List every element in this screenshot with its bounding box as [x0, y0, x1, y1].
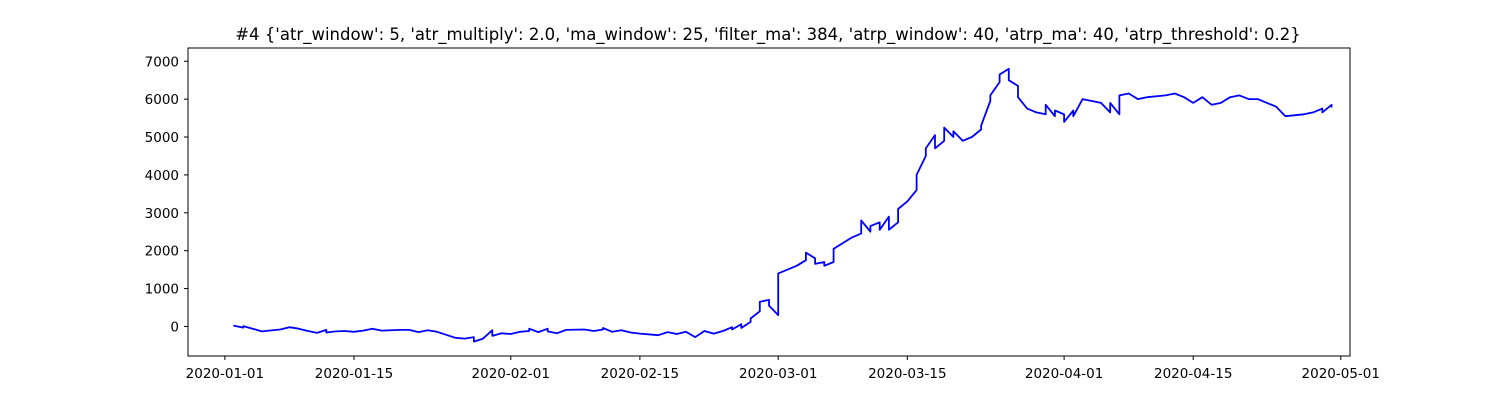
- plot-area-frame: [187, 47, 1351, 357]
- y-tick-label: 3000: [145, 206, 179, 222]
- y-tick-label: 2000: [145, 244, 179, 260]
- chart-title: #4 {'atr_window': 5, 'atr_multiply': 2.0…: [235, 25, 1301, 45]
- x-tick-label: 2020-05-01: [1302, 366, 1380, 382]
- series-line-1: [233, 67, 1333, 343]
- x-tick-label: 2020-03-01: [739, 366, 817, 382]
- series-group: [233, 67, 1333, 343]
- y-tick-label: 1000: [145, 282, 179, 298]
- y-tick-label: 5000: [145, 130, 179, 146]
- x-tick-label: 2020-03-15: [868, 366, 946, 382]
- y-tick-label: 0: [170, 319, 179, 335]
- x-tick-label: 2020-02-15: [601, 366, 679, 382]
- x-tick-label: 2020-02-01: [472, 366, 550, 382]
- x-tick-label: 2020-04-15: [1154, 366, 1232, 382]
- y-tick-label: 7000: [145, 54, 179, 70]
- x-axis: 2020-01-01 2020-01-15 2020-02-01 2020-02-15…: [186, 356, 1380, 382]
- y-axis: 0 1000 2000 3000 4000 5000 6000 7000: [145, 54, 188, 335]
- y-tick-label: 6000: [145, 92, 179, 108]
- x-tick-label: 2020-04-01: [1025, 366, 1103, 382]
- y-tick-label: 4000: [145, 168, 179, 184]
- x-tick-label: 2020-01-15: [315, 366, 393, 382]
- x-tick-label: 2020-01-01: [186, 366, 264, 382]
